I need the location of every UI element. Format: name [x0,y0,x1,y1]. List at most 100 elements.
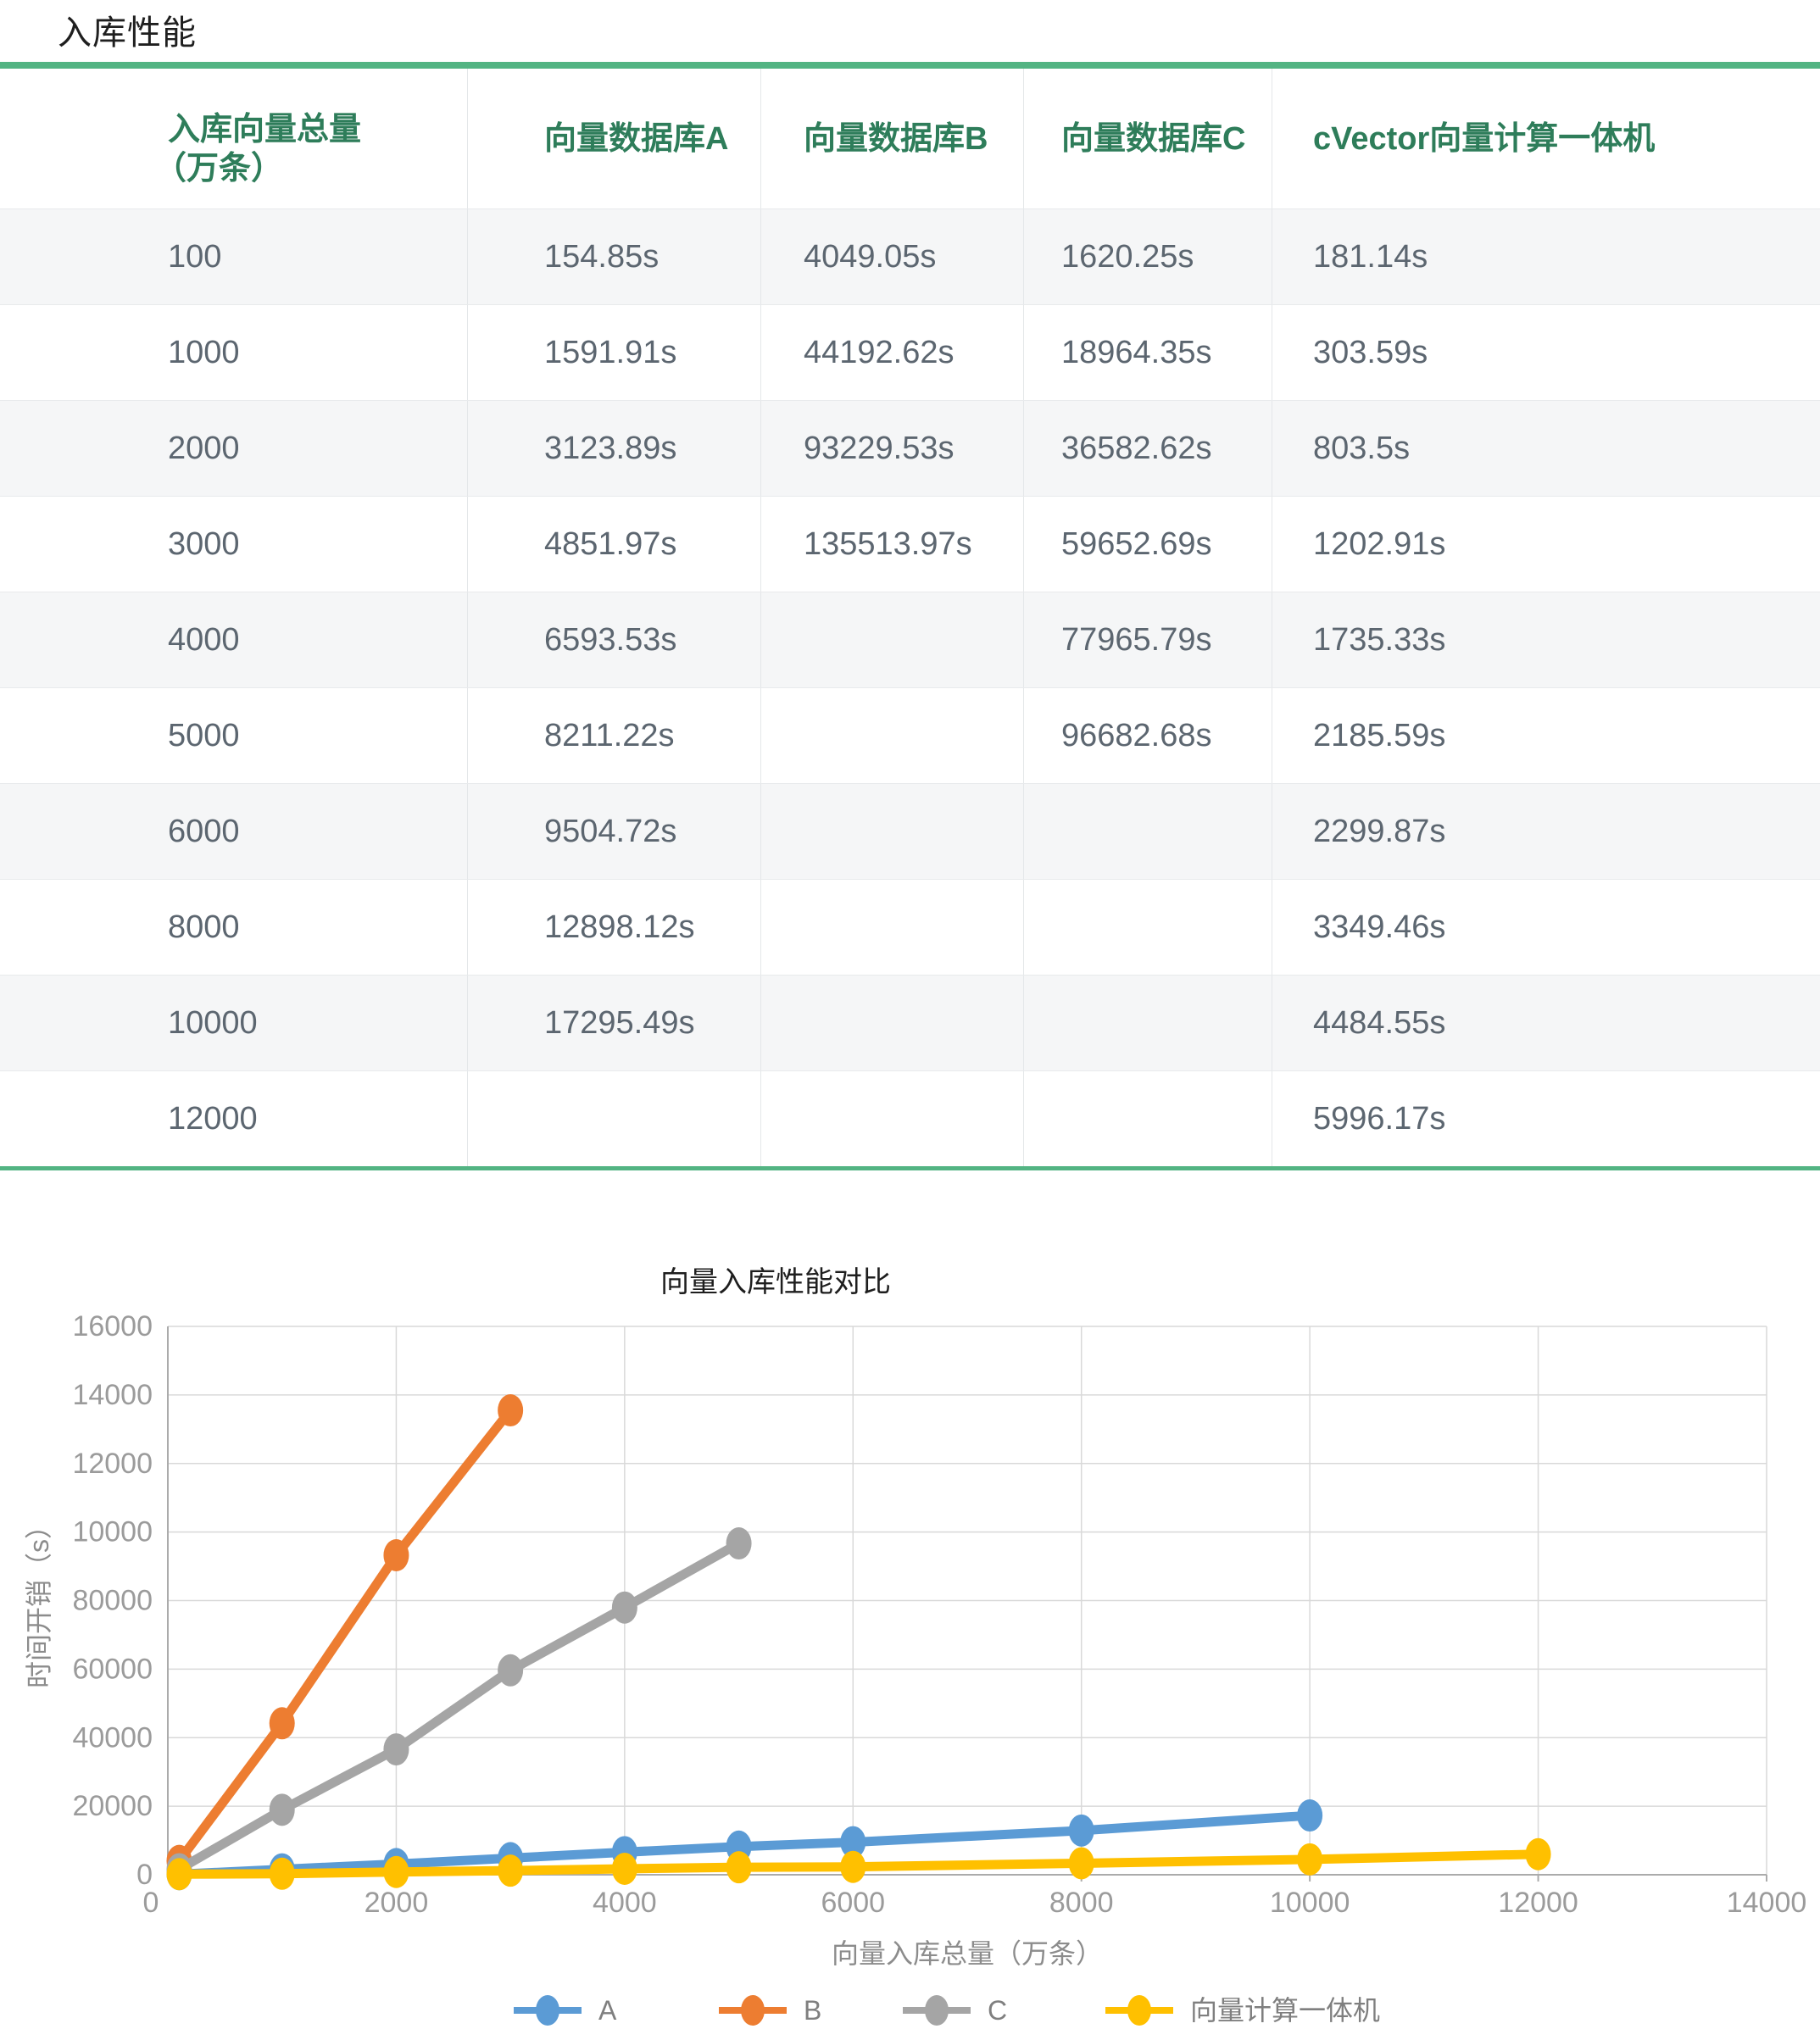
y-tick-label: 10000 [72,1516,153,1548]
data-point-向量计算一体机 [840,1850,866,1883]
table-cell: 6000 [0,784,468,879]
table-cell: 1000 [0,305,468,400]
table-cell: 44192.62s [761,305,1024,400]
table-cell [761,688,1024,783]
column-header-db-a: 向量数据库A [468,69,761,208]
table-cell: 803.5s [1313,430,1411,466]
legend-item-C[interactable]: C [903,1995,1007,2026]
data-point-C [726,1527,752,1560]
y-tick-label: 0 [136,1859,153,1891]
data-point-向量计算一体机 [1525,1837,1551,1871]
legend-label: C [988,1995,1007,2026]
series-line-C [174,1538,744,1874]
table-cell: 96682.68s [1024,688,1272,783]
data-point-向量计算一体机 [1297,1843,1323,1876]
table-cell: 9504.72s [468,784,761,879]
table-row: 4000 6593.53s 77965.79s 1735.33s [0,592,1820,687]
series-line-向量计算一体机 [174,1849,1544,1879]
table-cell [761,976,1024,1070]
legend-item-向量计算一体机[interactable]: 向量计算一体机 [1105,1995,1380,2026]
legend-label: A [598,1995,617,2026]
legend-item-B[interactable]: B [719,1995,821,2026]
legend-label: B [804,1995,821,2026]
table-row: 3000 4851.97s 135513.97s 59652.69s 1202.91s [0,496,1820,592]
x-tick-label: 4000 [593,1887,657,1919]
x-axis-title: 向量入库总量（万条） [832,1938,1103,1969]
table-cell: 4851.97s [468,497,761,592]
table-cell [1024,880,1272,975]
table-cell: 8000 [0,880,468,975]
y-tick-label: 20000 [72,1790,153,1822]
table-cell: 12898.12s [468,880,761,975]
performance-table: 入库向量总量 （万条） 向量数据库A 向量数据库B 向量数据库C cVector… [0,62,1820,1170]
table-cell: 36582.62s [1024,401,1272,496]
table-cell: 3349.46s [1313,909,1446,945]
data-point-向量计算一体机 [1068,1847,1094,1880]
table-row: 1000 1591.91s 44192.62s 18964.35s 303.59s [0,304,1820,400]
data-point-A [840,1826,866,1859]
table-cell: 1620.25s [1024,209,1272,304]
table-cell: 17295.49s [468,976,761,1070]
data-point-向量计算一体机 [383,1855,409,1888]
page-title: 入库性能 [58,14,197,52]
chart-title: 向量入库性能对比 [660,1266,891,1298]
table-cell: 6593.53s [468,592,761,687]
data-point-向量计算一体机 [269,1857,295,1890]
table-cell: 1735.33s [1313,621,1446,658]
data-point-A [1068,1814,1094,1847]
table-cell: 10000 [0,976,468,1070]
data-point-B [498,1394,524,1427]
legend-marker-icon [925,1995,949,2026]
y-tick-label: 12000 [72,1448,153,1480]
table-cell: 135513.97s [761,497,1024,592]
table-bottom-border [0,1166,1820,1170]
y-tick-label: 14000 [72,1379,153,1411]
y-tick-label: 40000 [72,1721,153,1754]
table-row: 10000 17295.49s 4484.55s [0,975,1820,1070]
ingest-performance-chart: 0200004000060000800001000012000140001600… [24,1266,1806,2026]
x-tick-label: 10000 [1270,1887,1350,1919]
column-header-db-b: 向量数据库B [761,69,1024,208]
table-cell: 154.85s [468,209,761,304]
data-point-B [383,1539,409,1572]
table-cell [761,784,1024,879]
table-cell [1024,976,1272,1070]
table-top-border [0,62,1820,69]
column-header-total-line1: 入库向量总量 [168,111,362,147]
data-point-A [1297,1799,1323,1832]
y-tick-label: 60000 [72,1653,153,1685]
table-row: 2000 3123.89s 93229.53s 36582.62s 803.5s [0,400,1820,496]
table-row: 8000 12898.12s 3349.46s [0,879,1820,975]
table-row: 12000 5996.17s [0,1070,1820,1166]
data-point-向量计算一体机 [166,1858,192,1891]
table-cell [468,1071,761,1166]
table-cell: 93229.53s [761,401,1024,496]
table-cell: 1202.91s [1313,525,1446,562]
y-tick-label: 16000 [72,1310,153,1342]
data-point-向量计算一体机 [726,1851,752,1884]
table-cell: 2185.59s [1313,717,1446,753]
table-cell: 18964.35s [1024,305,1272,400]
table-cell: 100 [0,209,468,304]
table-header-row: 入库向量总量 （万条） 向量数据库A 向量数据库B 向量数据库C cVector… [0,69,1820,208]
table-cell [761,592,1024,687]
data-point-B [269,1707,295,1740]
table-cell [761,880,1024,975]
data-point-C [611,1591,637,1624]
legend-label: 向量计算一体机 [1190,1995,1380,2026]
table-cell: 4000 [0,592,468,687]
table-cell: 5000 [0,688,468,783]
data-point-C [498,1654,524,1687]
table-cell: 59652.69s [1024,497,1272,592]
legend-item-A[interactable]: A [514,1995,617,2026]
table-cell: 4484.55s [1313,1004,1446,1041]
table-cell: 181.14s [1313,238,1428,275]
column-header-db-c: 向量数据库C [1024,69,1272,208]
column-header-total-line2: （万条） [154,150,284,186]
legend-marker-icon [741,1995,765,2026]
y-axis-title: 时间开销（s） [24,1512,54,1688]
data-point-C [269,1793,295,1826]
table-cell: 3123.89s [468,401,761,496]
table-cell: 77965.79s [1024,592,1272,687]
x-tick-label: 12000 [1498,1887,1578,1919]
